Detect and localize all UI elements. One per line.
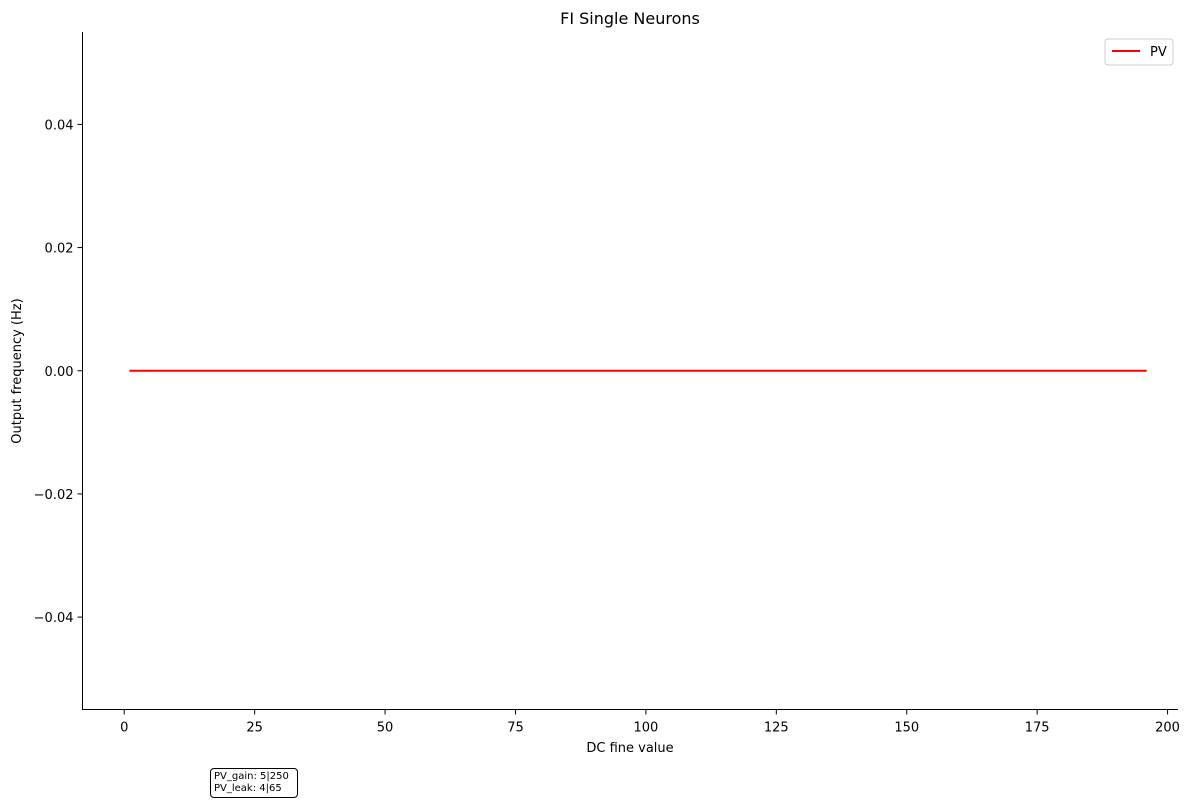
chart-title: FI Single Neurons	[560, 9, 700, 28]
x-ticks: 0 25 50 75 100 125 150 175 200	[120, 709, 1180, 736]
x-tick-label: 175	[1025, 721, 1050, 736]
y-tick-label: 0.04	[45, 118, 74, 133]
x-tick-label: 25	[246, 721, 263, 736]
y-tick-label: −0.02	[34, 488, 74, 503]
info-line-pv-leak: PV_leak: 4|65	[214, 783, 282, 794]
x-tick-label: 150	[894, 721, 919, 736]
y-tick-label: 0.02	[45, 242, 74, 257]
y-axis-title: Output frequency (Hz)	[10, 298, 25, 443]
x-tick-label: 50	[377, 721, 394, 736]
y-tick-label: −0.04	[34, 611, 74, 626]
x-tick-label: 0	[120, 721, 128, 736]
legend: PV	[1104, 38, 1174, 66]
x-tick-label: 100	[633, 721, 658, 736]
legend-label-pv: PV	[1150, 45, 1167, 60]
x-axis-title: DC fine value	[586, 741, 673, 756]
parameter-info-box: PV_gain: 5|250 PV_leak: 4|65	[210, 768, 298, 798]
x-tick-label: 75	[507, 721, 524, 736]
info-line-pv-gain: PV_gain: 5|250	[214, 771, 289, 782]
x-tick-label: 200	[1155, 721, 1180, 736]
y-tick-label: 0.00	[45, 365, 74, 380]
x-tick-label: 125	[764, 721, 789, 736]
y-ticks: 0.04 0.02 0.00 −0.02 −0.04	[34, 118, 83, 626]
